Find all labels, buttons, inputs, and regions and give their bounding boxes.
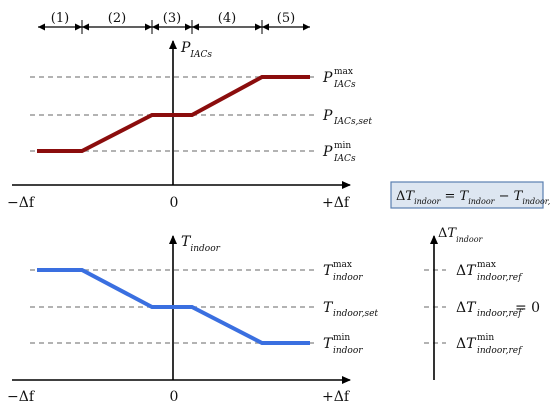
- power-curve: [37, 75, 310, 153]
- svg-text:max: max: [334, 67, 353, 77]
- region-brackets: (1) (2) (3) (4) (5): [38, 11, 310, 34]
- svg-text:indoor,ref: indoor,ref: [477, 273, 523, 283]
- svg-text:max: max: [333, 260, 352, 270]
- svg-text:min: min: [334, 141, 351, 151]
- region-label-3: (3): [163, 11, 181, 26]
- power-x-left-label: −Δf: [7, 195, 36, 211]
- svg-text:ΔT: ΔT: [456, 263, 477, 279]
- delta-axis-label: ΔTindoor: [438, 226, 484, 244]
- delta-min-label: ΔT min indoor,ref: [456, 333, 523, 356]
- temp-x-left-label: −Δf: [7, 389, 36, 405]
- svg-text:= 0: = 0: [515, 300, 540, 316]
- svg-text:indoor,ref: indoor,ref: [477, 346, 523, 356]
- svg-text:indoor,ref: indoor,ref: [477, 309, 523, 319]
- svg-text:min: min: [333, 333, 350, 343]
- power-x-origin-label: 0: [170, 195, 179, 211]
- svg-text:indoor,set: indoor,set: [333, 309, 378, 319]
- temp-y-axis-label: Tindoor: [181, 234, 221, 254]
- svg-text:P: P: [322, 108, 333, 124]
- temperature-plot: Tindoor −Δf 0 +Δf T max indoor T indoor,…: [7, 234, 378, 405]
- equation-text: ΔTindoor = Tindoor − Tindoor,set: [396, 189, 550, 206]
- svg-text:indoor: indoor: [333, 273, 363, 283]
- region-label-5: (5): [277, 11, 295, 26]
- delta-max-label: ΔT max indoor,ref: [456, 260, 523, 283]
- temperature-curve: [37, 268, 310, 345]
- equation-box: ΔTindoor = Tindoor − Tindoor,set: [390, 181, 550, 209]
- delta-zero-label: ΔT indoor,ref = 0: [456, 300, 540, 319]
- temp-x-origin-label: 0: [170, 389, 179, 405]
- svg-text:indoor: indoor: [333, 346, 363, 356]
- svg-text:min: min: [477, 333, 494, 343]
- svg-text:P: P: [322, 70, 333, 86]
- temp-set-label: T indoor,set: [323, 300, 378, 319]
- power-plot: PIACs −Δf 0 +Δf P max IACs P IACs,set P …: [7, 40, 372, 211]
- svg-text:P: P: [322, 144, 333, 160]
- power-y-axis-label: PIACs: [180, 40, 212, 60]
- power-set-label: P IACs,set: [322, 108, 372, 127]
- svg-text:IACs: IACs: [333, 154, 356, 164]
- svg-text:ΔT: ΔT: [456, 336, 477, 352]
- temp-max-label: T max indoor: [323, 260, 363, 283]
- svg-text:T: T: [323, 336, 334, 352]
- svg-text:T: T: [323, 300, 334, 316]
- temp-x-right-label: +Δf: [322, 389, 351, 405]
- region-label-2: (2): [108, 11, 126, 26]
- region-label-1: (1): [51, 11, 69, 26]
- power-x-right-label: +Δf: [322, 195, 351, 211]
- svg-text:max: max: [477, 260, 496, 270]
- power-max-label: P max IACs: [322, 67, 356, 90]
- svg-text:T: T: [323, 263, 334, 279]
- svg-text:IACs: IACs: [333, 80, 356, 90]
- region-label-4: (4): [218, 11, 236, 26]
- svg-text:IACs,set: IACs,set: [333, 117, 372, 127]
- svg-text:ΔT: ΔT: [456, 300, 477, 316]
- power-min-label: P min IACs: [322, 141, 356, 164]
- delta-temperature-axis: ΔTindoor ΔT max indoor,ref ΔT indoor,ref…: [424, 226, 540, 380]
- temp-min-label: T min indoor: [323, 333, 363, 356]
